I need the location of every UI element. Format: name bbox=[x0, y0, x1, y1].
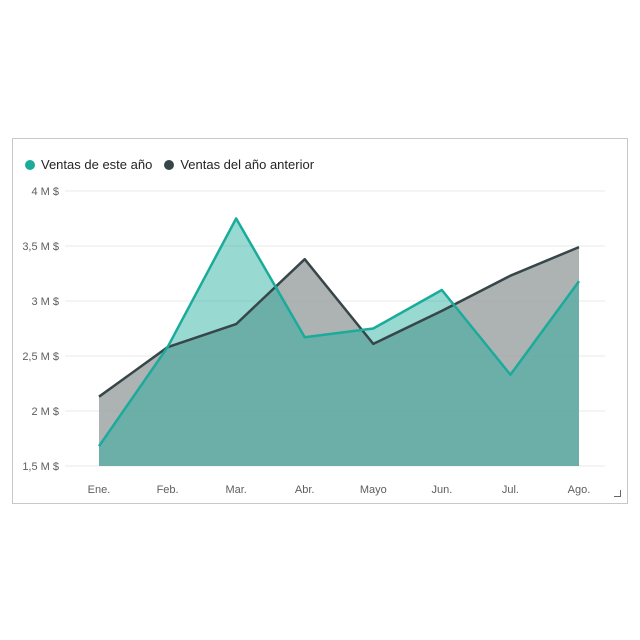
y-tick-label: 1,5 M $ bbox=[22, 461, 59, 473]
y-tick-label: 2 M $ bbox=[31, 406, 59, 418]
y-tick-label: 4 M $ bbox=[31, 186, 59, 198]
legend-dot-this-year bbox=[25, 159, 35, 170]
y-tick-label: 2,5 M $ bbox=[22, 351, 59, 363]
x-tick-label: Abr. bbox=[295, 484, 315, 496]
y-tick-label: 3 M $ bbox=[31, 296, 59, 308]
series-line-1[interactable] bbox=[98, 245, 580, 398]
legend-label-this-year: Ventas de este año bbox=[41, 157, 153, 172]
legend-label-last-year: Ventas del año anterior bbox=[180, 157, 315, 172]
legend-item-last-year[interactable]: Ventas del año anterior bbox=[164, 157, 314, 172]
series-line-0[interactable] bbox=[97, 217, 581, 447]
chart-plot: 4 M $ 3,5 M $ 3 M $ 2,5 M $ 2 M $ 1,5 M $ Ene… bbox=[22, 186, 605, 496]
legend-item-this-year[interactable]: Ventas de este año bbox=[25, 157, 152, 172]
x-tick-label: Ago. bbox=[568, 484, 591, 496]
area-fill-series-0 bbox=[99, 218, 579, 466]
area-series bbox=[97, 217, 581, 466]
x-tick-label: Mar. bbox=[225, 484, 246, 496]
legend-dot-last-year bbox=[164, 159, 175, 170]
x-tick-label: Feb. bbox=[157, 484, 179, 496]
x-tick-label: Jul. bbox=[502, 484, 519, 496]
x-tick-label: Mayo bbox=[360, 484, 387, 496]
y-axis: 4 M $ 3,5 M $ 3 M $ 2,5 M $ 2 M $ 1,5 M $ bbox=[22, 186, 59, 473]
resize-handle-icon[interactable] bbox=[614, 490, 621, 497]
x-axis: Ene. Feb. Mar. Abr. Mayo Jun. Jul. Ago. bbox=[88, 484, 591, 496]
chart-legend: Ventas de este año Ventas del año anteri… bbox=[25, 157, 326, 172]
area-fill-series-1 bbox=[99, 247, 579, 466]
x-tick-label: Ene. bbox=[88, 484, 111, 496]
y-tick-label: 3,5 M $ bbox=[22, 241, 59, 253]
x-tick-label: Jun. bbox=[431, 484, 452, 496]
chart-card: Ventas de este año Ventas del año anteri… bbox=[12, 138, 628, 504]
